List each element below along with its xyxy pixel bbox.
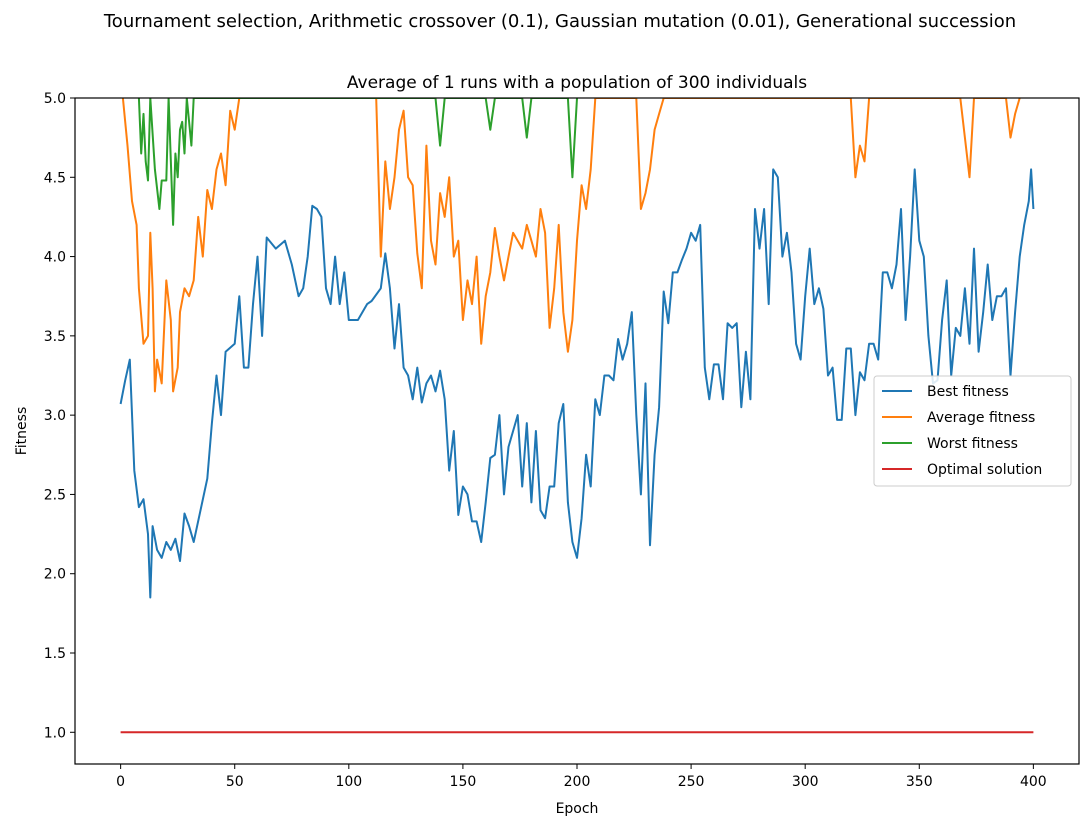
series-layer	[119, 98, 1035, 734]
figure-suptitle: Tournament selection, Arithmetic crossov…	[103, 11, 1016, 32]
x-axis: 0 50 100 150 200 250 300 350 400	[116, 764, 1047, 790]
x-tick-label: 350	[906, 774, 933, 790]
x-tick-label: 50	[226, 774, 244, 790]
legend-label-0: Best fitness	[927, 384, 1009, 400]
x-tick-label: 200	[564, 774, 591, 790]
x-tick-label: 300	[792, 774, 819, 790]
series-line-2	[137, 98, 578, 226]
y-axis: 1.0 1.5 2.0 2.5 3.0 3.5 4.0 4.5 5.0	[44, 91, 75, 741]
chart-title: Average of 1 runs with a population of 3…	[347, 73, 807, 93]
y-tick-label: 2.0	[44, 567, 66, 583]
x-axis-label: Epoch	[556, 801, 599, 817]
y-tick-label: 5.0	[44, 91, 66, 107]
x-tick-label: 0	[116, 774, 125, 790]
y-axis-label: Fitness	[14, 407, 30, 456]
x-tick-label: 100	[335, 774, 362, 790]
y-tick-label: 4.5	[44, 170, 66, 186]
x-tick-label: 150	[450, 774, 477, 790]
x-tick-label: 250	[678, 774, 705, 790]
series-line-1	[121, 98, 1021, 393]
y-tick-label: 2.5	[44, 487, 66, 503]
y-tick-label: 3.5	[44, 329, 66, 345]
series-line-0	[119, 168, 1035, 599]
y-tick-label: 1.0	[44, 725, 66, 741]
y-tick-label: 3.0	[44, 408, 66, 424]
y-tick-label: 1.5	[44, 646, 66, 662]
legend: Best fitness Average fitness Worst fitness…	[873, 375, 1072, 487]
y-tick-label: 4.0	[44, 250, 66, 266]
legend-label-3: Optimal solution	[927, 462, 1042, 478]
legend-label-1: Average fitness	[927, 410, 1035, 426]
x-tick-label: 400	[1020, 774, 1047, 790]
legend-label-2: Worst fitness	[927, 436, 1018, 452]
legend-box	[873, 375, 1072, 487]
